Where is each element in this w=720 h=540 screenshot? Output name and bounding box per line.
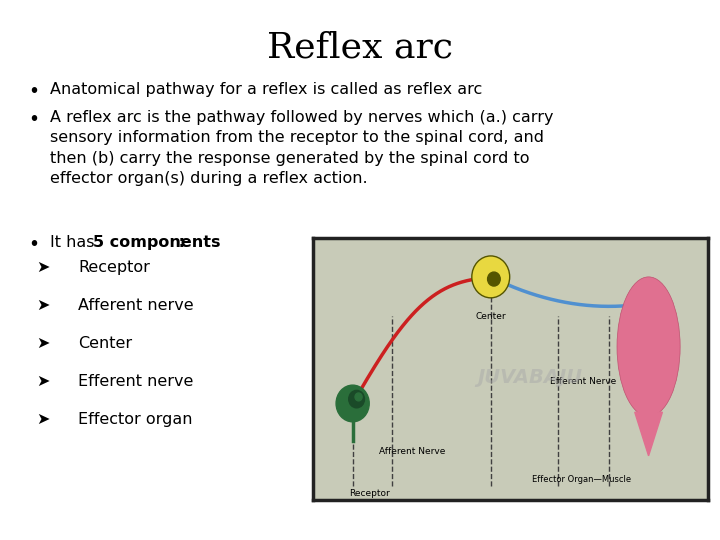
Text: JUVABAJU: JUVABAJU [477, 368, 582, 387]
Text: •: • [28, 235, 39, 254]
Text: :: : [173, 235, 185, 250]
Text: Efferent nerve: Efferent nerve [78, 374, 194, 389]
Polygon shape [635, 412, 662, 456]
Text: Reflex arc: Reflex arc [267, 30, 453, 64]
Text: ➤: ➤ [36, 374, 50, 389]
Text: Afferent Nerve: Afferent Nerve [379, 447, 445, 456]
Text: Center: Center [78, 336, 132, 351]
Text: •: • [28, 110, 39, 129]
Circle shape [472, 256, 510, 298]
Text: ➤: ➤ [36, 298, 50, 313]
Circle shape [336, 385, 369, 422]
Circle shape [355, 393, 362, 401]
Text: Effector organ: Effector organ [78, 412, 192, 427]
Text: Effector Organ—Muscle: Effector Organ—Muscle [532, 476, 631, 484]
Circle shape [487, 272, 500, 286]
Text: A reflex arc is the pathway followed by nerves which (a.) carry
sensory informat: A reflex arc is the pathway followed by … [50, 110, 554, 186]
Text: 5 components: 5 components [93, 235, 220, 250]
Text: ➤: ➤ [36, 336, 50, 351]
Ellipse shape [617, 277, 680, 416]
Circle shape [348, 390, 364, 408]
Text: Center: Center [475, 312, 506, 321]
Text: It has: It has [50, 235, 99, 250]
Text: Anatomical pathway for a reflex is called as reflex arc: Anatomical pathway for a reflex is calle… [50, 82, 482, 97]
Text: Afferent nerve: Afferent nerve [78, 298, 194, 313]
Text: ➤: ➤ [36, 412, 50, 427]
Text: ➤: ➤ [36, 260, 50, 275]
Text: Receptor: Receptor [78, 260, 150, 275]
Text: Efferent Nerve: Efferent Nerve [550, 377, 616, 386]
Text: Receptor: Receptor [348, 489, 390, 497]
Text: •: • [28, 82, 39, 101]
